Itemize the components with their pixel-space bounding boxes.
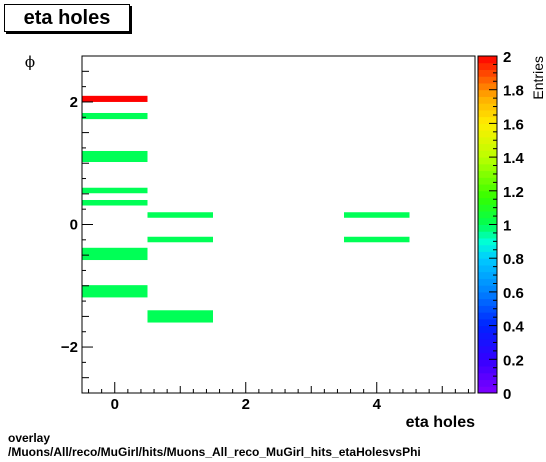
heatmap-cell-10: [344, 212, 410, 218]
palette-band: [478, 339, 497, 347]
y-axis: −2 0 2: [61, 55, 93, 394]
heatmap-cell-6: [147, 236, 213, 243]
palette-band: [478, 123, 497, 131]
palette-band: [478, 62, 497, 70]
palette-band: [478, 251, 497, 259]
footer-line-2: /Muons/All/reco/MuGirl/hits/Muons_All_re…: [8, 445, 421, 459]
palette-band: [478, 379, 497, 387]
palette-band: [478, 76, 497, 84]
palette-band: [478, 366, 497, 374]
palette-band: [478, 271, 497, 279]
x-axis-label: eta holes: [406, 414, 475, 431]
heatmap-cell-3: [82, 187, 148, 194]
palette-band: [478, 217, 497, 225]
z-tick-label: 1.4: [503, 150, 525, 167]
palette-band: [478, 231, 497, 239]
palette-band: [478, 345, 497, 354]
x-tick-label: 2: [242, 396, 250, 413]
palette-band: [478, 89, 497, 97]
palette-band: [478, 386, 497, 394]
palette-band: [478, 136, 497, 145]
palette-band: [478, 305, 497, 313]
heatmap-cell-11: [344, 236, 410, 243]
palette-band: [478, 318, 497, 327]
palette-band: [478, 163, 497, 172]
palette-band: [478, 109, 497, 118]
palette-band: [478, 82, 497, 91]
palette-band: [478, 264, 497, 273]
palette-band: [478, 298, 497, 306]
palette-band: [478, 285, 497, 293]
x-axis: 0 2 4: [88, 382, 469, 413]
palette-band: [478, 352, 497, 360]
heatmap-cell-2: [82, 150, 148, 163]
palette-band: [478, 204, 497, 212]
palette-band: [478, 130, 497, 138]
palette-band: [478, 244, 497, 252]
color-palette: 0 0.2 0.4 0.6 0.8 1 1.2 1.4 1.6 1.8 2: [477, 49, 525, 403]
palette-band: [478, 372, 497, 381]
palette-band: [478, 258, 497, 266]
z-tick-label: 0.4: [503, 319, 525, 336]
z-tick-label: 0: [503, 386, 511, 403]
palette-band: [478, 177, 497, 185]
heatmap-cell-1: [82, 112, 148, 120]
palette-band: [478, 312, 497, 320]
palette-band: [478, 96, 497, 104]
palette-band: [478, 143, 497, 151]
palette-band: [478, 69, 497, 77]
z-axis-label: Entries: [530, 56, 546, 100]
palette-band: [478, 103, 497, 111]
palette-band: [478, 197, 497, 205]
palette-band: [478, 150, 497, 158]
y-tick-label: 0: [70, 217, 78, 234]
footer-line-1: overlay: [8, 431, 51, 445]
palette-band: [478, 359, 497, 367]
palette-band: [478, 170, 497, 178]
heatmap-cell-8: [82, 285, 148, 298]
palette-band: [478, 116, 497, 124]
y-tick-label: −2: [61, 339, 78, 356]
heatmap-cell-9: [147, 310, 213, 323]
heatmap-cell-7: [82, 247, 148, 261]
z-tick-label: 0.6: [503, 285, 524, 302]
z-tick-label: 1.8: [503, 83, 524, 100]
z-tick-label: 0.2: [503, 352, 524, 369]
y-tick-label: 2: [70, 94, 78, 111]
palette-band: [478, 184, 497, 192]
z-tick-label: 0.8: [503, 251, 524, 268]
palette-band: [478, 211, 497, 219]
palette-band: [478, 157, 497, 165]
z-tick-label: 1.6: [503, 116, 524, 133]
chart-title: eta holes: [4, 4, 130, 32]
x-tick-label: 4: [373, 396, 382, 413]
palette-band: [478, 325, 497, 333]
z-tick-label: 1.2: [503, 184, 524, 201]
palette-band: [478, 291, 497, 300]
palette-band: [478, 332, 497, 340]
plot-frame: [81, 55, 476, 394]
z-tick-label: 2: [503, 49, 511, 66]
palette-band: [478, 190, 497, 199]
palette-band: [478, 224, 497, 232]
palette-band: [478, 278, 497, 286]
y-axis-label: ϕ: [25, 53, 35, 71]
z-tick-label: 1: [503, 218, 511, 235]
palette-band: [478, 56, 497, 64]
heatmap-cell-4: [82, 199, 148, 206]
x-tick-label: 0: [111, 396, 119, 413]
palette-band: [478, 237, 497, 246]
heatmap-cell-0: [82, 95, 148, 102]
heatmap-cell-5: [147, 212, 213, 218]
heatmap-cells: [82, 95, 410, 323]
